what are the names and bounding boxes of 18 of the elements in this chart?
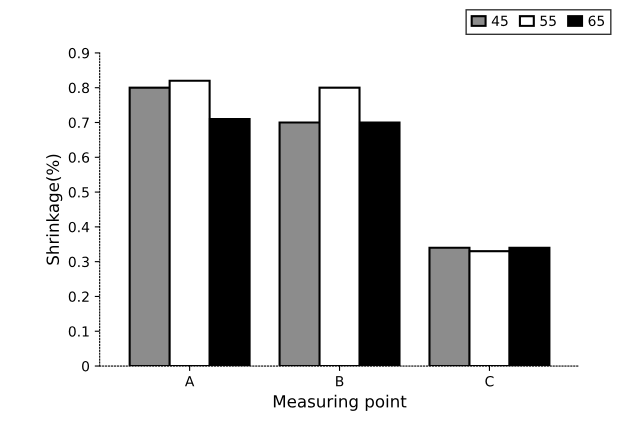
legend-label: 55 xyxy=(540,16,556,26)
x-tick-label: A xyxy=(184,376,194,386)
legend-label: 65 xyxy=(588,16,604,26)
y-tick-label: 0.9 xyxy=(68,48,89,58)
legend-label: 45 xyxy=(492,16,508,26)
x-axis-title: Measuring point xyxy=(274,394,406,411)
y-tick-label: 0.8 xyxy=(68,82,90,94)
y-axis-title: Shrinkage(%) xyxy=(46,154,62,265)
x-tick-label: C xyxy=(485,376,494,387)
y-tick-label: 0.3 xyxy=(68,256,89,268)
x-tick-label: B xyxy=(336,376,344,386)
y-tick-label: 0.1 xyxy=(68,326,89,337)
y-tick-label: 0.2 xyxy=(68,291,89,302)
y-tick-label: 0.7 xyxy=(68,117,89,128)
y-tick-label: 0.5 xyxy=(68,187,89,198)
y-tick-label: 0 xyxy=(82,361,90,372)
y-tick-label: 0.6 xyxy=(68,152,90,163)
y-tick-label: 0.4 xyxy=(68,222,90,232)
